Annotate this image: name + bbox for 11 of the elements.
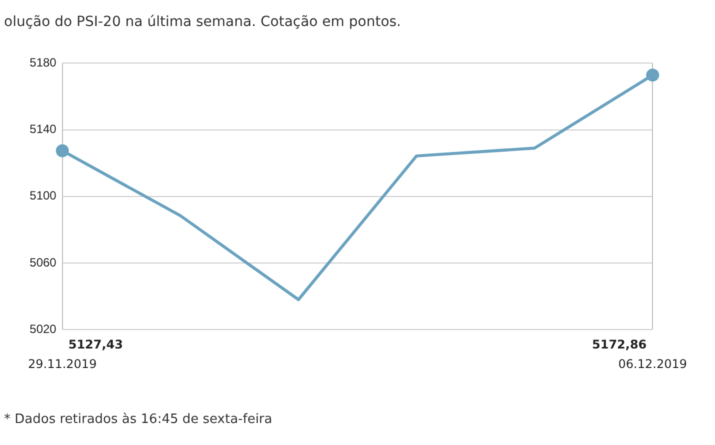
x-tick-label: 06.12.2019 bbox=[618, 356, 688, 371]
y-tick-label: 5060 bbox=[30, 255, 57, 270]
chart-title: olução do PSI-20 na última semana. Cotação em pontos. bbox=[4, 14, 402, 30]
x-tick-label: 29.11.2019 bbox=[28, 356, 97, 371]
data-label: 5127,43 bbox=[68, 338, 124, 352]
y-tick-label: 5100 bbox=[30, 188, 57, 203]
text: * Dados retirados às 16:45 de sexta-feira bbox=[4, 412, 272, 427]
y-tick-label: 5140 bbox=[30, 122, 57, 136]
data-label: 5172,86 bbox=[592, 338, 647, 352]
y-tick-label: 5020 bbox=[30, 322, 57, 336]
y-tick-label: 5180 bbox=[30, 56, 57, 70]
